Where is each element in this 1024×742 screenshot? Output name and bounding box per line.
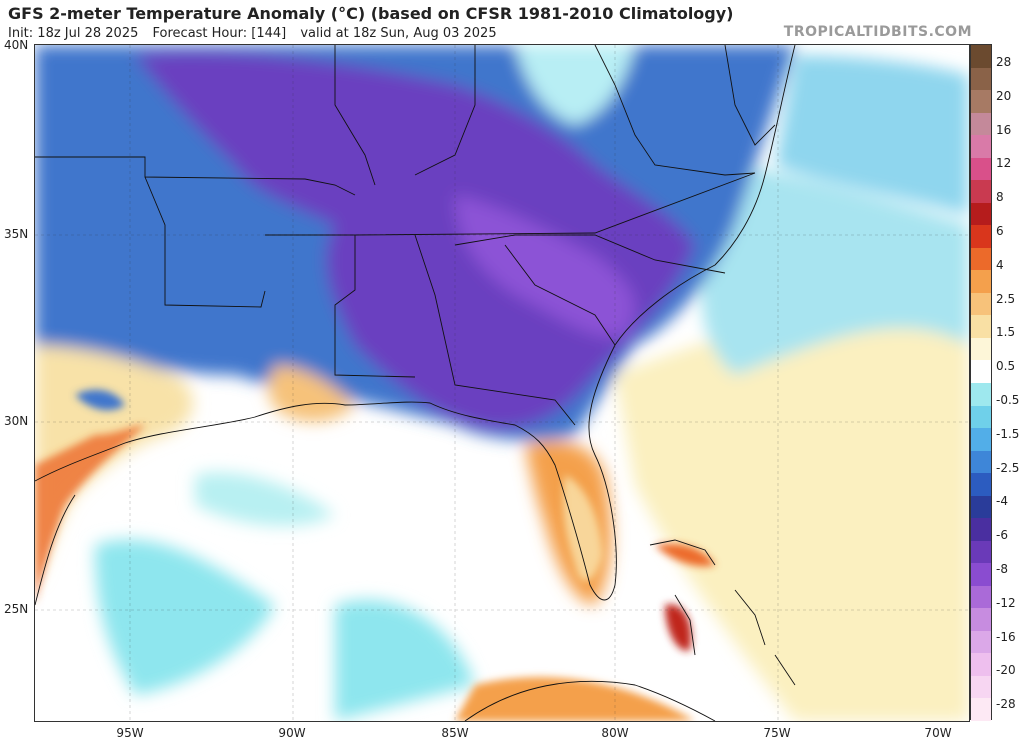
lat-label-35n: 35N <box>4 227 29 241</box>
colorbar-swatch <box>971 540 991 564</box>
colorbar-label: 6 <box>996 224 1004 238</box>
colorbar-label: 8 <box>996 190 1004 205</box>
colorbar-swatch <box>971 653 991 676</box>
forecast-hour: Forecast Hour: [144] <box>152 26 287 41</box>
colorbar-label: -28 <box>996 697 1016 712</box>
colorbar-swatch <box>971 270 991 293</box>
colorbar-swatch <box>971 315 991 338</box>
colorbar-label: -1.5 <box>996 426 1020 441</box>
colorbar-swatch <box>971 450 991 474</box>
colorbar-swatch <box>971 90 991 113</box>
colorbar-label: -6 <box>996 528 1008 543</box>
colorbar-swatch <box>971 67 991 91</box>
colorbar-swatch <box>971 180 991 203</box>
map-title: GFS 2-meter Temperature Anomaly (°C) (ba… <box>8 4 734 23</box>
lon-label-90w: 90W <box>278 726 306 740</box>
lon-label-80w: 80W <box>601 726 629 740</box>
colorbar-swatch <box>971 608 991 631</box>
colorbar-swatch <box>971 112 991 136</box>
colorbar-swatch <box>971 585 991 609</box>
colorbar-swatch <box>971 473 991 496</box>
lat-label-40n: 40N <box>4 38 29 52</box>
colorbar-swatch <box>971 518 991 541</box>
colorbar-swatch <box>971 337 991 361</box>
colorbar-label: 20 <box>996 88 1012 103</box>
colorbar-swatch <box>971 495 991 519</box>
colorbar-label: 4 <box>996 257 1004 272</box>
colorbar-label: -8 <box>996 562 1008 576</box>
colorbar-swatch <box>971 45 991 68</box>
lon-label-75w: 75W <box>763 726 791 740</box>
colorbar-swatch <box>971 360 991 383</box>
colorbar-swatch <box>971 428 991 451</box>
colorbar-label: -16 <box>996 629 1016 644</box>
lon-label-95w: 95W <box>116 726 144 740</box>
colorbar-swatch <box>971 202 991 226</box>
colorbar <box>970 44 992 721</box>
colorbar-swatch <box>971 157 991 181</box>
colorbar-swatch <box>971 225 991 248</box>
lon-label-70w: 70W <box>924 726 952 740</box>
colorbar-swatch <box>971 698 991 721</box>
colorbar-label: -0.5 <box>996 393 1020 407</box>
lon-label-85w: 85W <box>441 726 469 740</box>
colorbar-label: 16 <box>996 122 1012 137</box>
map-subtitle: Init: 18z Jul 28 2025 Forecast Hour: [14… <box>8 26 507 41</box>
colorbar-label: 2.5 <box>996 291 1016 306</box>
colorbar-swatch <box>971 382 991 406</box>
valid-time: valid at 18z Sun, Aug 03 2025 <box>300 26 497 41</box>
colorbar-swatch <box>971 135 991 158</box>
colorbar-swatch <box>971 292 991 316</box>
map-area <box>34 44 970 722</box>
lat-label-30n: 30N <box>4 414 29 428</box>
colorbar-swatch <box>971 675 991 699</box>
colorbar-label: -2.5 <box>996 460 1020 475</box>
colorbar-label: -12 <box>996 595 1016 610</box>
colorbar-label: 28 <box>996 55 1012 69</box>
colorbar-label: -20 <box>996 663 1016 678</box>
colorbar-swatch <box>971 247 991 271</box>
temperature-anomaly-map <box>35 45 969 721</box>
lat-label-25n: 25N <box>4 602 29 616</box>
colorbar-label: -4 <box>996 494 1008 509</box>
colorbar-label: 12 <box>996 156 1012 171</box>
brand-watermark: TROPICALTIDBITS.COM <box>783 24 972 40</box>
colorbar-swatch <box>971 405 991 429</box>
colorbar-label: 0.5 <box>996 359 1016 374</box>
colorbar-swatch <box>971 563 991 586</box>
colorbar-label: 1.5 <box>996 325 1016 340</box>
colorbar-swatch <box>971 630 991 654</box>
init-time: Init: 18z Jul 28 2025 <box>8 26 139 41</box>
